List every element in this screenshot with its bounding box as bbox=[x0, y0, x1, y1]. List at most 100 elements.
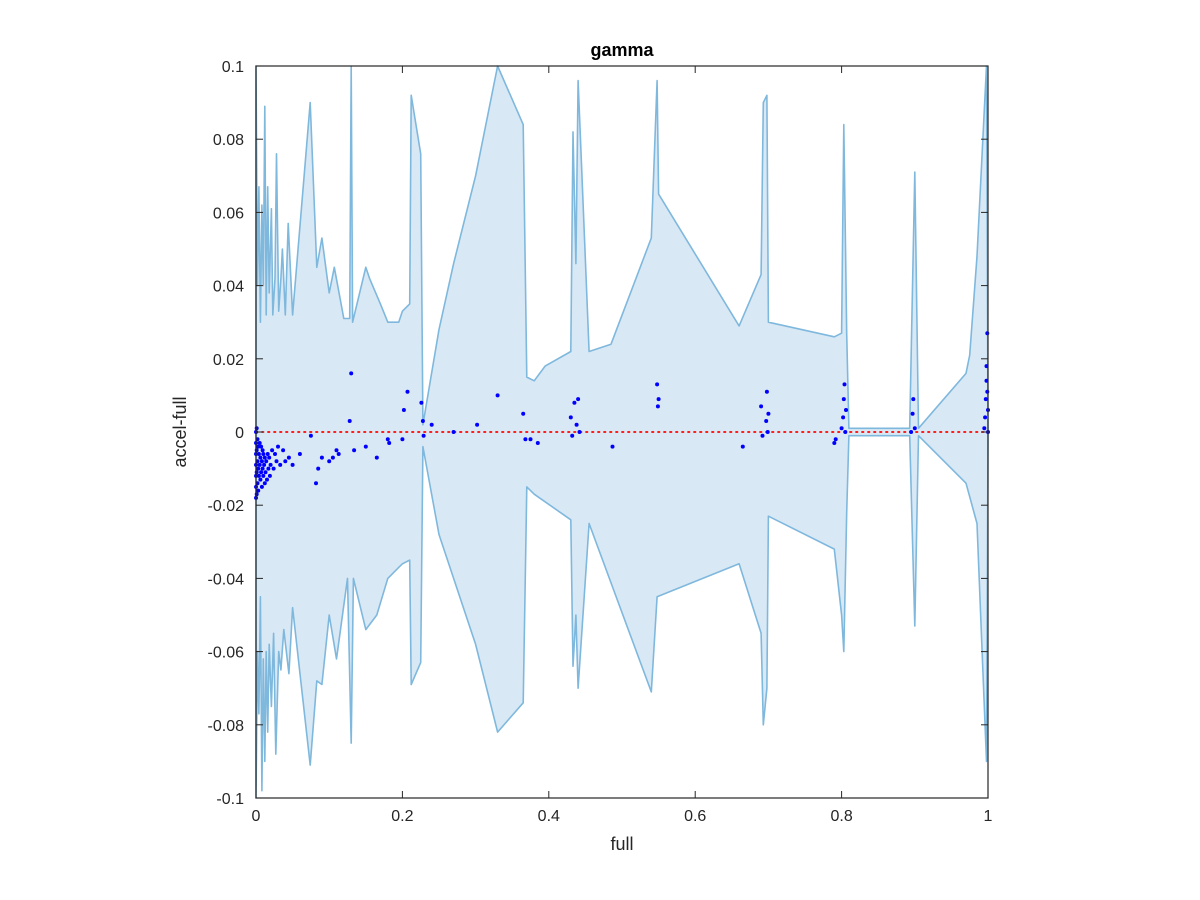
data-point bbox=[259, 444, 264, 449]
y-tick-label: 0.1 bbox=[222, 59, 244, 76]
data-point bbox=[833, 437, 838, 442]
data-point bbox=[263, 470, 268, 475]
data-point bbox=[385, 437, 390, 442]
data-point bbox=[841, 415, 846, 420]
y-tick-label: 0.06 bbox=[213, 205, 244, 222]
data-point bbox=[334, 448, 339, 453]
data-point bbox=[256, 466, 261, 471]
data-point bbox=[655, 382, 660, 387]
data-point bbox=[985, 331, 990, 336]
data-point bbox=[264, 459, 269, 464]
data-point bbox=[267, 455, 272, 460]
data-point bbox=[912, 426, 917, 431]
y-tick-label: 0.08 bbox=[213, 132, 244, 149]
data-point bbox=[347, 419, 352, 423]
data-point bbox=[983, 415, 988, 420]
data-point bbox=[258, 477, 263, 482]
data-point bbox=[256, 452, 261, 456]
x-axis-label: full bbox=[610, 834, 633, 854]
data-point bbox=[258, 455, 263, 460]
y-tick-label: -0.06 bbox=[208, 645, 245, 662]
data-point bbox=[336, 452, 341, 456]
data-point bbox=[314, 481, 318, 486]
x-axis-ticks: 0 0.2 0.4 0.6 0.8 1 bbox=[252, 66, 993, 825]
data-point bbox=[297, 452, 302, 456]
data-point bbox=[349, 371, 354, 376]
data-point bbox=[576, 397, 581, 402]
data-point bbox=[832, 441, 837, 445]
data-point bbox=[985, 389, 990, 394]
data-point bbox=[759, 404, 764, 409]
data-point bbox=[267, 473, 272, 478]
data-point bbox=[655, 404, 660, 409]
data-point bbox=[387, 441, 392, 445]
data-point bbox=[475, 422, 480, 427]
x-tick-label: 0.8 bbox=[830, 808, 852, 825]
data-point bbox=[308, 433, 313, 438]
y-axis-label: accel-full bbox=[170, 396, 190, 467]
y-tick-label: 0 bbox=[235, 425, 244, 442]
data-point bbox=[841, 397, 846, 402]
data-point bbox=[419, 400, 424, 405]
x-tick-label: 0 bbox=[252, 808, 261, 825]
data-point bbox=[764, 419, 769, 423]
data-point bbox=[257, 462, 262, 467]
plot-area bbox=[254, 65, 990, 799]
data-point bbox=[570, 433, 575, 438]
y-tick-label: 0.02 bbox=[213, 352, 244, 369]
y-tick-label: -0.04 bbox=[208, 571, 245, 588]
data-point bbox=[286, 455, 291, 460]
data-point bbox=[842, 382, 847, 387]
data-point bbox=[316, 466, 321, 471]
data-point bbox=[254, 470, 259, 475]
x-tick-label: 0.4 bbox=[538, 808, 560, 825]
data-point bbox=[610, 444, 615, 449]
data-point bbox=[764, 389, 769, 394]
x-tick-label: 0.6 bbox=[684, 808, 706, 825]
data-point bbox=[259, 470, 264, 475]
data-point bbox=[521, 411, 526, 416]
data-point bbox=[740, 444, 745, 449]
data-point bbox=[405, 389, 410, 394]
data-point bbox=[983, 397, 988, 402]
data-point bbox=[577, 430, 582, 434]
data-point bbox=[281, 448, 286, 453]
data-point bbox=[260, 448, 265, 453]
data-point bbox=[523, 437, 528, 442]
data-point bbox=[259, 459, 264, 464]
data-point bbox=[276, 444, 280, 449]
data-point bbox=[283, 459, 288, 464]
data-point bbox=[319, 455, 324, 460]
data-point bbox=[270, 448, 275, 453]
data-point bbox=[265, 477, 269, 482]
data-point bbox=[330, 455, 335, 460]
data-point bbox=[268, 462, 273, 467]
data-point bbox=[265, 452, 270, 456]
data-points bbox=[254, 331, 990, 500]
data-point bbox=[572, 400, 577, 405]
data-point bbox=[760, 433, 765, 438]
data-point bbox=[535, 441, 540, 445]
data-point bbox=[839, 426, 844, 431]
data-point bbox=[982, 426, 987, 431]
data-point bbox=[495, 393, 500, 398]
y-tick-label: 0.04 bbox=[213, 279, 244, 296]
data-point bbox=[290, 462, 295, 467]
data-point bbox=[327, 459, 332, 464]
data-point bbox=[421, 433, 426, 438]
data-point bbox=[274, 459, 279, 464]
data-point bbox=[254, 426, 259, 431]
x-tick-label: 1 bbox=[984, 808, 993, 825]
data-point bbox=[910, 411, 915, 416]
data-point bbox=[401, 408, 406, 412]
data-point bbox=[257, 441, 262, 445]
data-point bbox=[451, 430, 456, 434]
data-point bbox=[528, 437, 533, 442]
data-point bbox=[352, 448, 357, 453]
y-tick-label: -0.02 bbox=[208, 498, 245, 515]
data-point bbox=[254, 492, 259, 497]
data-point bbox=[262, 455, 267, 460]
data-point bbox=[260, 466, 265, 471]
x-tick-label: 0.2 bbox=[391, 808, 413, 825]
